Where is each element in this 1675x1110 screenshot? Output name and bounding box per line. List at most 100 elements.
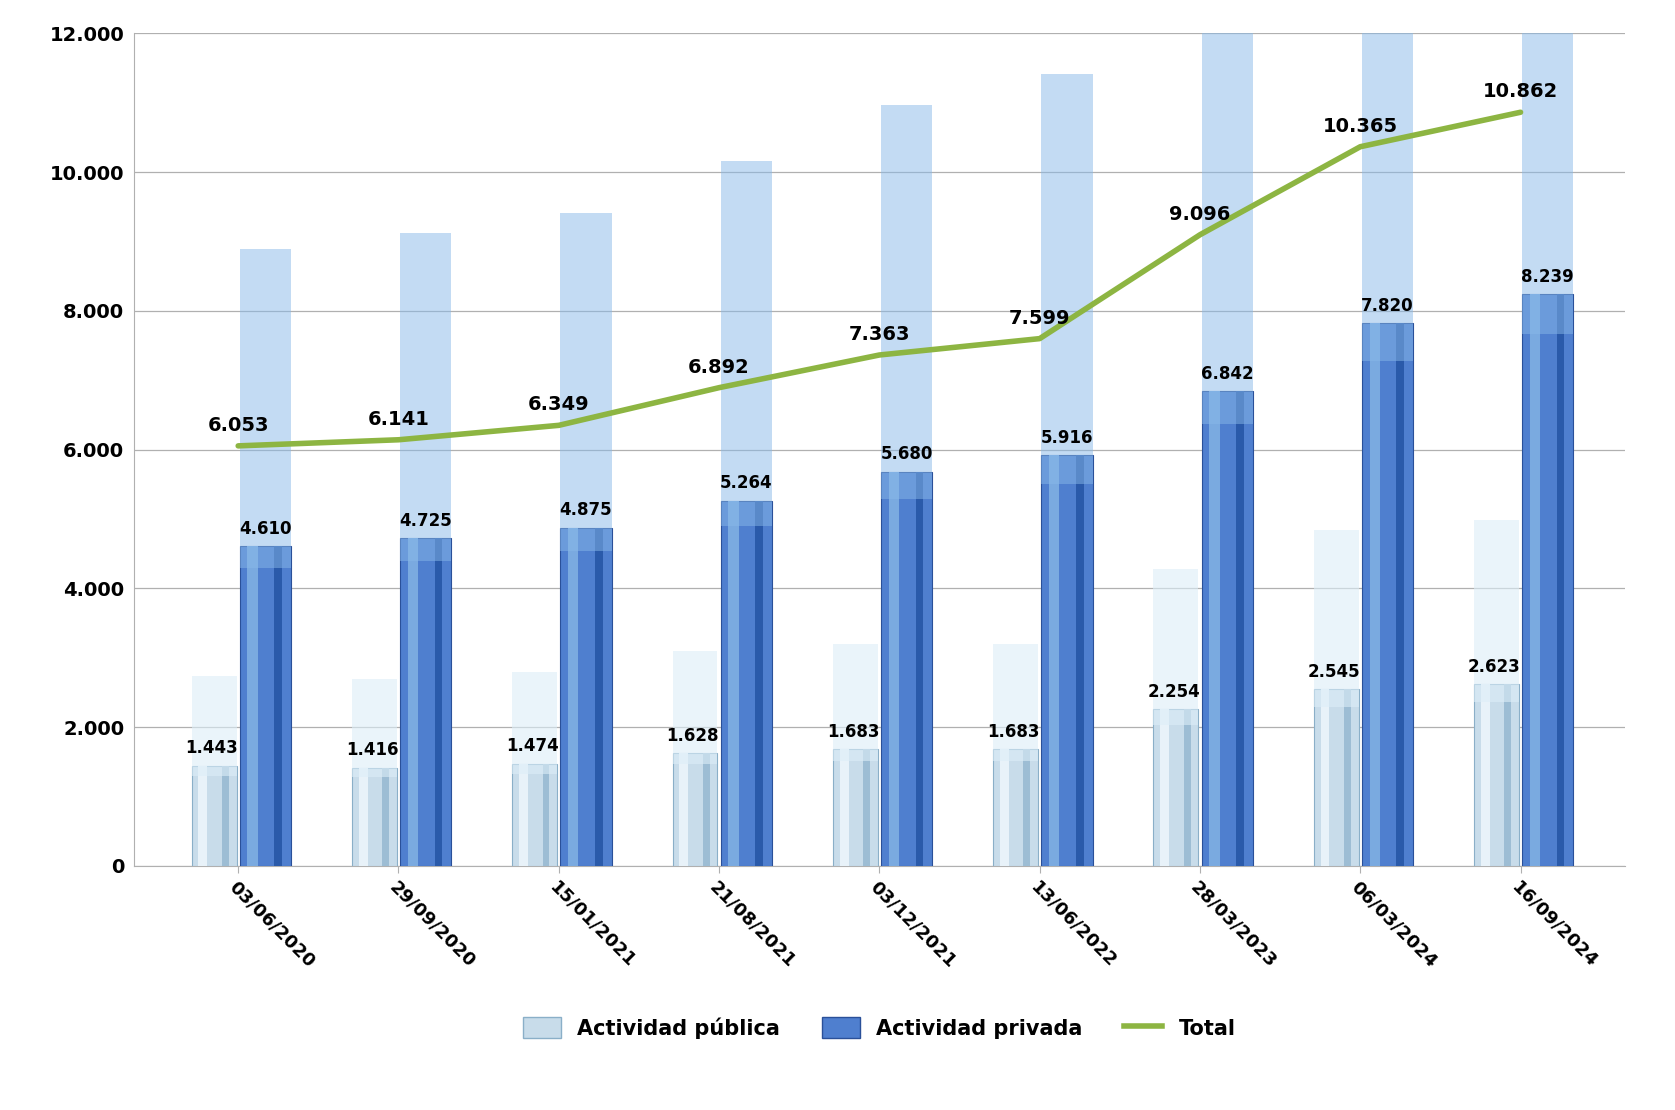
Bar [1523, 0, 1573, 334]
Text: 7.363: 7.363 [849, 325, 910, 344]
Bar [832, 644, 878, 760]
Bar [1201, 0, 1253, 424]
Bar [1370, 323, 1380, 866]
Text: 1.683: 1.683 [827, 723, 879, 740]
Text: 6.349: 6.349 [528, 395, 590, 414]
Bar [519, 764, 528, 866]
Bar [881, 105, 933, 499]
Bar [881, 472, 933, 866]
Bar [1343, 689, 1350, 866]
Bar [382, 768, 389, 866]
Bar [1481, 684, 1489, 866]
Bar [561, 213, 611, 552]
Bar [1209, 391, 1219, 866]
Bar [198, 766, 208, 866]
Bar [673, 753, 717, 866]
Text: 6.141: 6.141 [367, 410, 429, 428]
Bar [1049, 455, 1059, 866]
Bar [248, 546, 258, 866]
Bar [513, 764, 558, 866]
Bar [720, 161, 772, 526]
Text: 1.443: 1.443 [186, 739, 238, 757]
Text: 10.862: 10.862 [1482, 82, 1558, 101]
Bar [1042, 73, 1092, 484]
Text: 6.842: 6.842 [1201, 365, 1253, 383]
Bar [436, 538, 442, 866]
Text: 2.623: 2.623 [1467, 657, 1521, 676]
Text: 4.875: 4.875 [559, 502, 613, 519]
Bar [191, 766, 236, 866]
Bar [1042, 455, 1092, 866]
Bar [1504, 684, 1511, 866]
Bar [916, 472, 923, 866]
Bar [561, 527, 611, 866]
Bar [1154, 568, 1198, 725]
Bar [1161, 709, 1169, 866]
Bar [720, 501, 772, 866]
Bar [240, 249, 291, 568]
Bar [543, 764, 549, 866]
Bar [889, 472, 899, 866]
Legend: Actividad pública, Actividad privada, Total: Actividad pública, Actividad privada, To… [523, 1017, 1236, 1039]
Text: 1.474: 1.474 [506, 737, 559, 755]
Text: 5.264: 5.264 [720, 474, 772, 493]
Text: 6.053: 6.053 [208, 416, 270, 435]
Bar [755, 501, 764, 866]
Bar [1474, 521, 1519, 702]
Bar [513, 672, 558, 774]
Bar [1397, 323, 1404, 866]
Text: 2.545: 2.545 [1308, 663, 1360, 680]
Bar [400, 538, 451, 866]
Bar [1556, 294, 1564, 866]
Bar [673, 652, 717, 764]
Bar [839, 749, 849, 866]
Text: 6.892: 6.892 [688, 357, 750, 376]
Bar [407, 538, 419, 866]
Text: 4.725: 4.725 [399, 512, 452, 529]
Bar [1184, 709, 1191, 866]
Text: 5.680: 5.680 [881, 445, 933, 464]
Bar [1313, 531, 1358, 707]
Text: 4.610: 4.610 [240, 519, 291, 537]
Bar [1474, 684, 1519, 866]
Bar [275, 546, 281, 866]
Bar [729, 501, 739, 866]
Bar [352, 768, 397, 866]
Text: 7.820: 7.820 [1362, 297, 1414, 315]
Text: 8.239: 8.239 [1521, 268, 1574, 286]
Bar [1362, 323, 1414, 866]
Text: 10.365: 10.365 [1323, 117, 1399, 135]
Text: 1.683: 1.683 [987, 723, 1040, 740]
Bar [595, 527, 603, 866]
Text: 9.096: 9.096 [1169, 204, 1231, 223]
Bar [1236, 391, 1245, 866]
Bar [352, 679, 397, 777]
Bar [1075, 455, 1084, 866]
Bar [1201, 391, 1253, 866]
Bar [1023, 749, 1030, 866]
Text: 2.254: 2.254 [1147, 683, 1199, 702]
Bar [832, 749, 878, 866]
Bar [863, 749, 869, 866]
Bar [240, 546, 291, 866]
Bar [223, 766, 229, 866]
Bar [1529, 294, 1539, 866]
Text: 7.599: 7.599 [1008, 309, 1070, 327]
Bar [1320, 689, 1330, 866]
Bar [400, 233, 451, 561]
Bar [568, 527, 578, 866]
Bar [680, 753, 688, 866]
Bar [1362, 0, 1414, 361]
Bar [993, 644, 1038, 760]
Bar [358, 768, 368, 866]
Text: 1.416: 1.416 [347, 741, 399, 759]
Bar [191, 676, 236, 776]
Text: 5.916: 5.916 [1040, 430, 1094, 447]
Bar [704, 753, 710, 866]
Bar [1523, 294, 1573, 866]
Bar [1313, 689, 1358, 866]
Bar [993, 749, 1038, 866]
Text: 1.628: 1.628 [667, 727, 719, 745]
Bar [1154, 709, 1198, 866]
Bar [1000, 749, 1008, 866]
